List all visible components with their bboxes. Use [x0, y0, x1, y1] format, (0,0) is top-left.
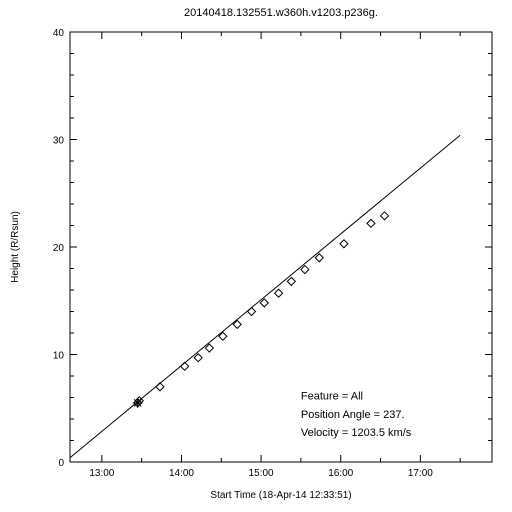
y-tick-label: 0 [58, 458, 64, 469]
x-tick-label: 15:00 [249, 468, 274, 479]
chart-container: 13:00 14:00 15:00 16:00 17:00 0 10 20 30 40 Featur… [0, 0, 512, 512]
data-point-star [133, 398, 143, 408]
chart-bg [0, 0, 512, 512]
legend-position_angle: Position Angle = 237. [301, 409, 405, 421]
y-axis-label: Height (R/Rsun) [10, 211, 21, 283]
y-tick-label: 10 [53, 351, 65, 362]
legend-feature: Feature = All [301, 391, 363, 403]
x-tick-label: 14:00 [169, 468, 194, 479]
chart-title: 20140418.132551.w360h.v1203.p236g. [184, 7, 378, 19]
height-time-chart: 13:00 14:00 15:00 16:00 17:00 0 10 20 30 40 Featur… [0, 0, 512, 512]
y-tick-label: 40 [53, 28, 65, 39]
y-tick-label: 30 [53, 136, 65, 147]
x-axis-label: Start Time (18-Apr-14 12:33:51) [210, 490, 351, 501]
x-tick-label: 16:00 [328, 468, 353, 479]
legend-velocity: Velocity = 1203.5 km/s [301, 427, 412, 439]
x-tick-label: 13:00 [89, 468, 114, 479]
x-tick-label: 17:00 [408, 468, 433, 479]
y-tick-label: 20 [53, 243, 65, 254]
